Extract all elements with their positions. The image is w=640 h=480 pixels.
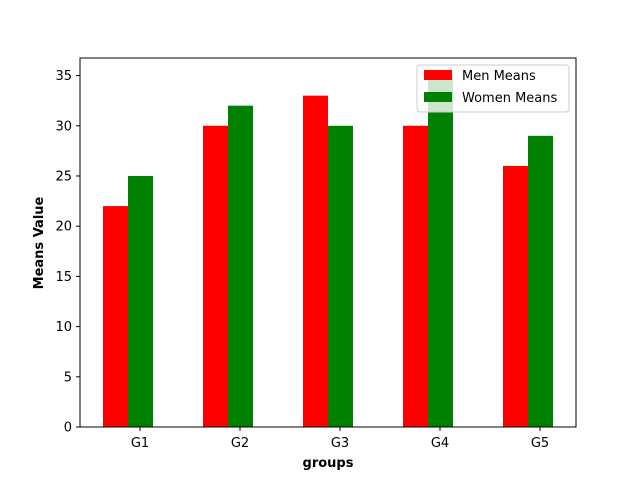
y-tick-label: 20 xyxy=(55,220,72,235)
y-tick-label: 15 xyxy=(55,270,72,285)
bar-men-g1 xyxy=(103,206,128,427)
y-axis-ticks: 0 5 10 15 20 25 30 35 xyxy=(55,69,80,436)
y-tick-label: 35 xyxy=(55,69,72,84)
legend-box xyxy=(416,64,570,113)
y-tick-label: 10 xyxy=(55,320,72,335)
x-tick-label: G2 xyxy=(231,436,249,451)
y-tick-label: 0 xyxy=(64,421,72,436)
y-tick-label: 25 xyxy=(55,169,72,184)
bar-men-g2 xyxy=(203,125,228,427)
y-tick-label: 30 xyxy=(55,119,72,134)
x-tick-label: G5 xyxy=(531,436,549,451)
bar-men-g3 xyxy=(303,95,328,427)
plot-frame xyxy=(79,57,577,428)
bar-men-g4 xyxy=(403,125,428,427)
bar-women-g2 xyxy=(228,105,253,427)
x-tick-label: G1 xyxy=(131,436,149,451)
x-tick-label: G4 xyxy=(431,436,449,451)
legend-swatch-men xyxy=(424,70,452,80)
bar-women-g5 xyxy=(528,135,553,427)
x-tick-label: G3 xyxy=(331,436,349,451)
bar-women-g4 xyxy=(428,75,453,428)
x-axis-title: groups xyxy=(303,456,354,471)
bar-men-g5 xyxy=(503,165,528,427)
legend-label-men: Men Means xyxy=(462,69,536,84)
x-axis-ticks: G1 G2 G3 G4 G5 xyxy=(131,427,549,451)
bar-women-g1 xyxy=(128,175,153,427)
legend-label-women: Women Means xyxy=(462,91,557,106)
legend: Men Means Women Means xyxy=(416,64,570,113)
bars-group xyxy=(103,75,553,428)
bar-women-g3 xyxy=(328,125,353,427)
legend-swatch-women xyxy=(424,92,452,102)
y-axis-title: Means Value xyxy=(32,196,47,289)
y-tick-label: 5 xyxy=(64,370,72,385)
